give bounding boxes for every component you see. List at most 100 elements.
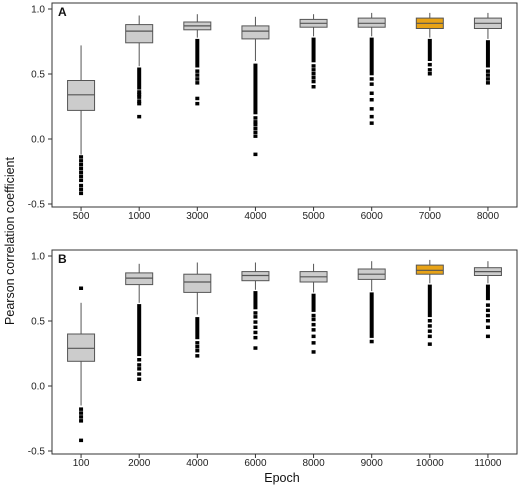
outlier-point [485, 81, 490, 85]
box-3000: 3000 [183, 14, 212, 222]
outlier-point [253, 330, 258, 335]
outlier-point [195, 354, 200, 358]
x-tick-label: 2000 [128, 458, 151, 469]
outlier-point [253, 122, 258, 127]
outlier-point [253, 134, 258, 138]
box-body [241, 271, 270, 282]
outlier-point [369, 339, 374, 344]
box-11000: 11000 [473, 261, 502, 469]
outlier-point [369, 107, 374, 111]
outlier-band [311, 37, 316, 63]
outlier-point [253, 130, 258, 134]
outlier-point [253, 315, 258, 319]
box-body [241, 25, 270, 40]
box-100: 100 [67, 286, 96, 469]
outlier-point [485, 73, 490, 77]
x-tick-label: 3000 [186, 211, 209, 222]
y-tick-label: 0.0 [31, 382, 45, 393]
outlier-point [79, 178, 84, 183]
box-7000: 7000 [415, 12, 444, 222]
panel-a: A -0.5 0.0 0.5 1.0 500 1000 3000 4000 5000 6000 700… [28, 2, 518, 222]
outlier-point [427, 319, 432, 323]
outlier-point [79, 438, 84, 443]
outlier-point [195, 348, 200, 353]
box-9000: 9000 [357, 261, 386, 469]
outlier-band [195, 317, 200, 340]
outlier-point [253, 120, 258, 124]
box-body [415, 264, 444, 275]
x-tick-label: 6000 [244, 458, 267, 469]
outlier-point [79, 166, 84, 171]
outlier-point [427, 342, 432, 346]
box-8000: 8000 [473, 12, 502, 222]
outlier-point [79, 183, 84, 188]
outlier-point [485, 77, 490, 81]
y-tick-label: 0.5 [31, 317, 45, 328]
plot-frame [51, 2, 518, 208]
panels: A -0.5 0.0 0.5 1.0 500 1000 3000 4000 5000 6000 700… [28, 2, 518, 469]
x-tick-label: 100 [73, 458, 90, 469]
outlier-point [311, 68, 316, 72]
outlier-point [311, 75, 316, 80]
x-tick-label: 11000 [474, 458, 502, 469]
box-8000: 8000 [299, 263, 328, 469]
outlier-band [485, 284, 490, 301]
x-tick-label: 4000 [186, 458, 209, 469]
outlier-point [79, 419, 84, 423]
outlier-point [253, 335, 258, 340]
outlier-point [137, 90, 142, 94]
outlier-point [137, 114, 142, 119]
y-tick-label: -0.5 [28, 200, 46, 211]
outlier-point [311, 79, 316, 84]
outlier-point [79, 174, 84, 179]
outlier-band [137, 304, 142, 357]
outlier-point [311, 317, 316, 322]
x-tick-label: 500 [73, 211, 90, 222]
box-6000: 6000 [241, 262, 270, 469]
outlier-point [137, 99, 142, 103]
outlier-point [369, 82, 374, 86]
outlier-band [485, 40, 490, 68]
box-6000: 6000 [357, 12, 386, 222]
outlier-point [311, 341, 316, 345]
outlier-point [195, 96, 200, 101]
outlier-point [79, 407, 84, 411]
outlier-point [137, 92, 142, 97]
x-tick-label: 6000 [361, 211, 384, 222]
outlier-point [137, 358, 142, 362]
outlier-point [427, 72, 432, 76]
outlier-point [427, 62, 432, 67]
outlier-point [79, 155, 84, 159]
outlier-band [137, 67, 142, 90]
x-axis-title: Epoch [264, 471, 299, 485]
outlier-point [369, 77, 374, 81]
outlier-point [253, 346, 258, 350]
outlier-band [311, 293, 316, 312]
x-tick-label: 9000 [361, 458, 384, 469]
outlier-point [311, 72, 316, 76]
box-body [67, 80, 96, 111]
outlier-point [137, 95, 142, 99]
x-tick-label: 8000 [302, 458, 325, 469]
outlier-point [137, 367, 142, 371]
x-tick-label: 10000 [416, 458, 444, 469]
outlier-point [137, 377, 142, 381]
box-1000: 1000 [125, 15, 154, 222]
x-tick-label: 8000 [477, 211, 500, 222]
box-4000: 4000 [241, 16, 270, 222]
outlier-point [137, 101, 142, 106]
outlier-point [137, 363, 142, 367]
outlier-point [79, 187, 84, 192]
outlier-point [369, 121, 374, 125]
box-body [125, 272, 154, 286]
outlier-point [485, 69, 490, 73]
outlier-point [195, 345, 200, 349]
outlier-point [311, 350, 316, 354]
outlier-point [253, 116, 258, 120]
outlier-point [253, 311, 258, 315]
outlier-band [195, 38, 200, 68]
outlier-band [369, 292, 374, 338]
plot-frame [51, 249, 518, 455]
outlier-point [369, 114, 374, 119]
outlier-band [253, 63, 258, 115]
